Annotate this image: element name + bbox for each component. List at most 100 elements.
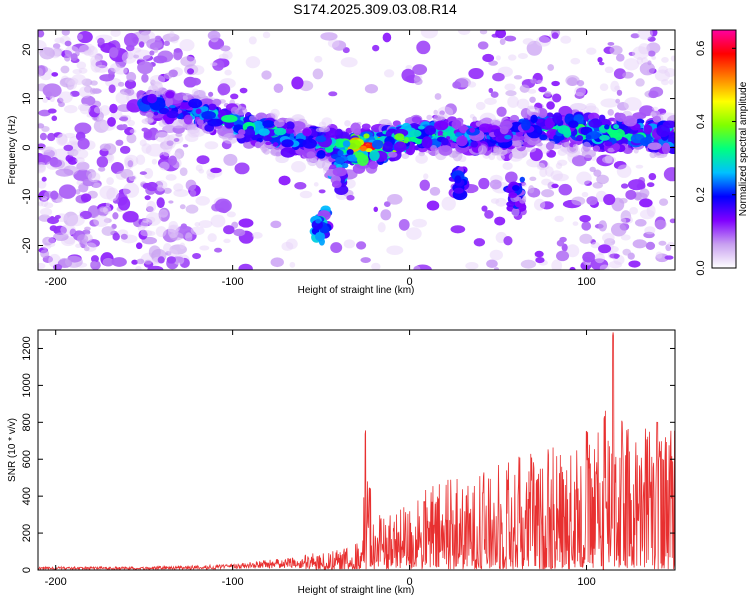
heatmap-cell: [74, 122, 92, 135]
heatmap-cell: [599, 134, 610, 141]
heatmap-cell: [632, 239, 648, 249]
heatmap-cell: [195, 164, 203, 172]
heatmap-cell: [623, 58, 640, 71]
heatmap-cell: [412, 218, 427, 228]
heatmap-cell: [561, 243, 568, 252]
heatmap-cell: [328, 91, 338, 97]
heatmap-cell: [97, 37, 105, 46]
heatmap-cell: [82, 178, 95, 187]
heatmap-cell: [638, 43, 650, 55]
heatmap-cell: [454, 175, 462, 184]
heatmap-cell: [245, 56, 261, 69]
heatmap-cell: [96, 116, 103, 121]
heatmap-cell: [136, 258, 145, 265]
heatmap-cell: [599, 264, 610, 270]
heatmap-cell: [198, 168, 205, 174]
heatmap-cell: [96, 156, 109, 168]
heatmap-cell: [522, 38, 534, 45]
heatmap-cell: [608, 261, 623, 269]
heatmap-cell: [145, 143, 166, 157]
heatmap-cell: [40, 198, 49, 208]
heatmap-cell: [382, 141, 394, 152]
heatmap-cell: [135, 154, 146, 166]
heatmap-cell: [547, 64, 555, 71]
heatmap-cell: [538, 160, 548, 168]
heatmap-cell: [596, 154, 615, 167]
heatmap-cell: [609, 45, 623, 55]
heatmap-cell: [238, 263, 253, 270]
colorbar-tick-label: 0.4: [695, 114, 707, 129]
heatmap-cell: [347, 139, 362, 150]
heatmap-cell: [162, 33, 180, 42]
heatmap-cell: [534, 250, 544, 258]
heatmap-cell: [173, 48, 182, 53]
heatmap-cell: [117, 196, 131, 211]
heatmap-cell: [207, 118, 223, 127]
heatmap-cell: [47, 216, 59, 225]
y-tick-label: -20: [21, 238, 33, 254]
heatmap-cell: [179, 167, 188, 176]
heatmap-cell: [144, 195, 151, 201]
heatmap-cell: [273, 127, 287, 136]
heatmap-cell: [285, 238, 298, 250]
heatmap-cell: [38, 180, 47, 189]
heatmap-cell: [138, 218, 153, 227]
colorbar-tick-label: 0.2: [695, 187, 707, 202]
heatmap-cell: [190, 65, 205, 76]
heatmap-cell: [119, 115, 129, 122]
heatmap-cell: [218, 53, 229, 60]
heatmap-cell: [652, 115, 662, 123]
heatmap-cell: [365, 144, 372, 149]
heatmap-cell: [133, 54, 140, 59]
heatmap-cell: [179, 39, 195, 52]
line-y-axis-label: SNR (10 * v/v): [7, 418, 18, 482]
heatmap-cell: [99, 185, 116, 200]
heatmap-cell: [138, 41, 145, 48]
line-plot-frame: [37, 329, 676, 571]
heatmap-cell: [545, 166, 554, 177]
line-plot-background: [38, 330, 675, 570]
heatmap-cell: [572, 221, 579, 226]
heatmap-cell: [533, 198, 546, 211]
heatmap-cell: [41, 176, 47, 182]
heatmap-cell: [185, 232, 193, 242]
heatmap-cell: [503, 235, 513, 246]
heatmap-cell: [272, 142, 279, 147]
heatmap-cell: [315, 218, 321, 224]
heatmap-cell: [435, 116, 446, 122]
heatmap-cell: [270, 147, 285, 157]
heatmap-cell: [554, 215, 565, 223]
heatmap-cell: [52, 47, 63, 57]
heatmap-frame: [37, 29, 676, 271]
heatmap-cell: [170, 119, 187, 129]
heatmap-cell: [92, 182, 101, 189]
heatmap-cell: [56, 97, 64, 104]
heatmap-cell: [569, 266, 576, 270]
heatmap-cell: [551, 32, 559, 39]
heatmap-cell: [635, 118, 645, 125]
y-tick-label: 10: [21, 92, 33, 104]
heatmap-cell: [433, 109, 438, 116]
heatmap-cell: [511, 139, 524, 147]
heatmap-cell: [106, 187, 119, 202]
heatmap-cell: [478, 177, 490, 190]
heatmap-cell: [39, 207, 53, 216]
heatmap-cell: [64, 255, 83, 268]
heatmap-cell: [248, 115, 258, 122]
heatmap-cell: [38, 154, 52, 165]
heatmap-cell: [387, 151, 398, 158]
heatmap-x-axis-label: Height of straight line (km): [298, 285, 415, 296]
heatmap-cell: [156, 184, 165, 192]
x-tick-label: -200: [45, 576, 67, 588]
heatmap-cell: [546, 149, 557, 158]
heatmap-cell: [47, 108, 57, 114]
heatmap-cell: [493, 146, 503, 153]
heatmap-cell: [654, 219, 667, 230]
heatmap-cell: [636, 56, 643, 65]
heatmap-cell: [629, 207, 638, 215]
heatmap-cell: [617, 101, 629, 111]
colorbar: 0.0 0.2 0.4 0.6 Normalized spectral amplitu…: [695, 29, 749, 276]
heatmap-cell: [456, 135, 468, 147]
y-tick-label: 1000: [21, 373, 33, 397]
heatmap-cell: [265, 141, 272, 146]
